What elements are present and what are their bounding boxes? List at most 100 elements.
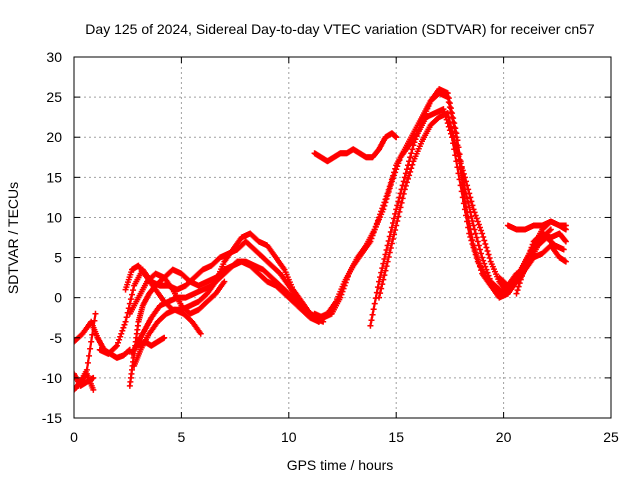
y-axis: -15 -10 -5 0 5 10 15 20 25 30 [42, 49, 611, 426]
data-point-marker [468, 213, 475, 220]
data-point-marker [381, 199, 388, 206]
data-point-marker [454, 149, 461, 156]
data-point-marker [391, 215, 398, 222]
data-point-marker [466, 220, 473, 227]
data-point-marker [120, 324, 127, 331]
data-point-marker [457, 160, 464, 167]
data-point-marker [478, 250, 485, 257]
data-point-marker [528, 244, 535, 251]
data-point-marker [529, 241, 536, 248]
data-point-marker [379, 281, 386, 288]
y-tick-label: 20 [46, 129, 62, 145]
data-point-marker [546, 227, 553, 234]
data-point-marker [121, 321, 128, 328]
data-point-marker [464, 182, 471, 189]
data-point-marker [369, 232, 376, 239]
data-point-marker [385, 254, 392, 261]
data-point-marker [83, 366, 90, 373]
data-point-marker [127, 296, 134, 303]
data-point-marker [474, 218, 481, 225]
data-point-marker [409, 161, 416, 168]
data-point-marker [388, 224, 395, 231]
data-point-marker [458, 163, 465, 170]
data-point-marker [86, 352, 93, 359]
x-tick-label: 15 [388, 429, 404, 445]
data-point-marker [399, 195, 406, 202]
data-point-marker [392, 165, 399, 172]
y-tick-label: 15 [46, 169, 62, 185]
data-point-marker [122, 318, 129, 325]
data-point-marker [473, 234, 480, 241]
data-point-marker [486, 255, 493, 262]
data-point-marker [383, 263, 390, 270]
y-axis-title: SDTVAR / TECUs [5, 182, 21, 294]
y-tick-label: 0 [54, 290, 62, 306]
data-point-marker [486, 275, 493, 282]
data-point-marker [384, 190, 391, 197]
data-point-marker [386, 183, 393, 190]
data-point-marker [376, 214, 383, 221]
data-point-marker [376, 294, 383, 301]
data-point-marker [392, 210, 399, 217]
data-point-marker [476, 263, 483, 270]
data-point-marker [394, 217, 401, 224]
data-point-marker [389, 236, 396, 243]
data-point-marker [466, 190, 473, 197]
data-point-marker [402, 170, 409, 177]
data-point-marker [560, 246, 567, 253]
series-arc-4 [75, 310, 99, 389]
x-tick-label: 25 [603, 429, 619, 445]
data-point-marker [465, 214, 472, 221]
data-point-marker [130, 287, 137, 294]
data-point-marker [416, 124, 423, 131]
x-tick-label: 0 [70, 429, 78, 445]
data-point-marker [459, 167, 466, 174]
data-point-marker [562, 237, 569, 244]
series-arc-11 [135, 334, 168, 349]
data-point-marker [485, 272, 492, 279]
data-point-marker [387, 228, 394, 235]
data-point-marker [381, 272, 388, 279]
data-point-marker [382, 251, 389, 258]
y-tick-label: 30 [46, 49, 62, 65]
data-point-marker [119, 327, 126, 334]
data-point-marker [381, 256, 388, 263]
data-point-marker [473, 215, 480, 222]
data-point-marker [482, 263, 489, 270]
data-point-marker [383, 247, 390, 254]
data-point-marker [484, 248, 491, 255]
data-point-marker [377, 211, 384, 218]
series-arc-9 [131, 306, 204, 369]
data-point-marker [197, 330, 204, 337]
data-point-marker [515, 283, 522, 290]
data-point-marker [389, 172, 396, 179]
data-point-marker [395, 213, 402, 220]
data-point-marker [445, 114, 452, 121]
data-point-marker [413, 133, 420, 140]
data-point-marker [388, 240, 395, 247]
data-point-marker [479, 254, 486, 261]
data-point-marker [472, 249, 479, 256]
data-point-marker [471, 209, 478, 216]
data-point-marker [402, 182, 409, 189]
data-point-marker [512, 275, 519, 282]
data-point-marker [452, 125, 459, 132]
data-point-marker [373, 220, 380, 227]
data-point-marker [408, 165, 415, 172]
data-point-marker [368, 235, 375, 242]
data-point-marker [483, 266, 490, 273]
data-point-marker [376, 278, 383, 285]
data-point-marker [87, 345, 94, 352]
data-point-marker [403, 166, 410, 173]
data-point-marker [411, 139, 418, 146]
data-point-marker [90, 374, 97, 381]
data-point-marker [401, 186, 408, 193]
data-point-marker [469, 202, 476, 209]
data-point-marker [475, 221, 482, 228]
y-tick-label: 5 [54, 250, 62, 266]
data-point-marker [476, 246, 483, 253]
data-point-marker [401, 174, 408, 181]
data-point-marker [475, 260, 482, 267]
data-point-marker [74, 370, 77, 377]
data-point-marker [451, 137, 458, 144]
